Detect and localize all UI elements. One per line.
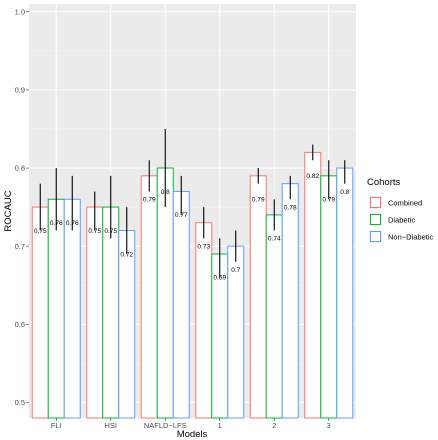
- bar-value-label: 0.74: [268, 236, 281, 243]
- y-axis-ticks: 0.5 0.6 0.7 0.8 0.9 1.0: [15, 7, 29, 407]
- data-labels: 0.75 0.750.790.730.790.820.760.750.80.690…: [34, 173, 350, 282]
- x-axis-title: Models: [177, 429, 208, 440]
- legend-label: Diabetic: [388, 216, 415, 225]
- x-tick-label: FLI: [51, 421, 62, 430]
- x-tick-label: NAFLD−LFS: [144, 421, 187, 430]
- bar: [281, 183, 299, 419]
- x-tick-label: 3: [327, 421, 331, 430]
- bar-value-label: 0.75: [88, 228, 101, 235]
- legend-key: [370, 231, 381, 242]
- error-bars: [39, 128, 346, 278]
- bar: [63, 198, 81, 419]
- bar-value-label: 0.77: [175, 212, 188, 219]
- bar-value-label: 0.75: [34, 228, 47, 235]
- bar: [118, 230, 136, 419]
- bar-value-label: 0.79: [322, 197, 335, 204]
- legend-label: Non−Diabetic: [388, 233, 433, 242]
- x-axis-ticks: FLI HSI NAFLD−LFS 1 2 3: [51, 418, 331, 430]
- bar: [172, 190, 190, 419]
- bar: [47, 198, 65, 419]
- legend-key: [370, 197, 381, 208]
- bar-value-label: 0.7: [231, 267, 240, 274]
- bar-value-label: 0.75: [104, 228, 117, 235]
- bar: [31, 206, 49, 419]
- bar-value-label: 0.69: [213, 275, 226, 282]
- bar-value-label: 0.78: [284, 204, 297, 211]
- panel-background: [29, 4, 356, 418]
- bar: [320, 175, 338, 419]
- bar: [140, 175, 158, 419]
- x-tick-label: HSI: [104, 421, 117, 430]
- y-axis-title: ROCAUC: [3, 190, 14, 231]
- y-tick-label: 1.0: [15, 7, 25, 16]
- bar: [265, 214, 283, 419]
- bar: [336, 167, 354, 419]
- bar-value-label: 0.76: [50, 220, 63, 227]
- y-tick-label: 0.7: [15, 242, 25, 251]
- legend-key: [370, 214, 381, 225]
- legend-title: Cohorts: [367, 177, 401, 188]
- bar: [102, 206, 120, 419]
- bar-value-label: 0.73: [197, 243, 210, 250]
- y-tick-label: 0.6: [15, 320, 25, 329]
- bars: [31, 151, 354, 419]
- legend-label: Combined: [388, 199, 422, 208]
- bar: [195, 222, 213, 419]
- bar-value-label: 0.8: [340, 189, 349, 196]
- legend: Cohorts Combined Diabetic Non−Diabetic: [367, 177, 433, 243]
- bar-value-label: 0.76: [66, 220, 79, 227]
- bar-value-label: 0.72: [120, 251, 133, 258]
- bar-value-label: 0.79: [143, 197, 156, 204]
- x-tick-label: 1: [218, 421, 222, 430]
- x-tick-label: 2: [272, 421, 276, 430]
- bar-value-label: 0.8: [161, 189, 170, 196]
- bar: [249, 175, 267, 419]
- y-tick-label: 0.8: [15, 164, 25, 173]
- y-tick-label: 0.9: [15, 86, 25, 95]
- bar-value-label: 0.79: [252, 197, 265, 204]
- y-tick-label: 0.5: [15, 398, 25, 407]
- bar: [304, 151, 322, 419]
- bar-value-label: 0.82: [306, 173, 319, 180]
- bar: [86, 206, 104, 419]
